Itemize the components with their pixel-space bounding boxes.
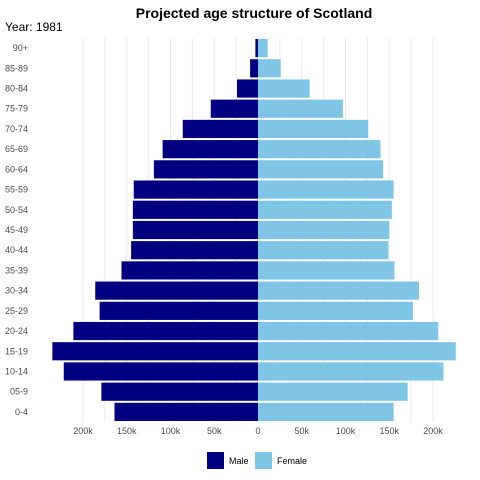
bar-female-65-69 (258, 140, 381, 159)
bar-female-45-49 (258, 220, 390, 240)
bar-female-0-4 (258, 402, 394, 421)
bar-female-85-89 (258, 59, 281, 78)
bar-female-20-24 (258, 321, 439, 341)
x-axis: 200k 150k 100k 50k 0 50k 100k 150k 200k (73, 426, 443, 436)
y-tick-label: 60-64 (5, 164, 28, 174)
bar-female-50-54 (258, 200, 392, 219)
bar-female-25-29 (258, 301, 413, 320)
bar-female-60-64 (258, 160, 384, 179)
bar-male-75-79 (210, 99, 258, 118)
bar-male-35-39 (121, 261, 258, 280)
legend-label-male: Male (229, 456, 249, 466)
y-tick-label: 10-14 (5, 366, 28, 376)
bar-female-80-84 (258, 79, 310, 98)
x-tick-label: 200k (423, 426, 443, 436)
bar-male-15-19 (52, 342, 258, 361)
y-tick-label: 20-24 (5, 326, 28, 336)
y-tick-label: 65-69 (5, 144, 28, 154)
bar-male-60-64 (153, 160, 258, 179)
y-tick-label: 75-79 (5, 104, 28, 114)
bar-female-10-14 (258, 362, 444, 381)
bar-male-30-34 (95, 281, 258, 300)
bar-male-25-29 (99, 301, 258, 320)
legend-swatch-female (255, 452, 272, 469)
legend-swatch-male (207, 452, 224, 469)
bar-female-05-9 (258, 382, 408, 401)
bar-female-35-39 (258, 261, 395, 280)
bar-male-65-69 (162, 140, 258, 159)
bar-female-90+ (258, 39, 268, 58)
bar-female-40-44 (258, 241, 389, 260)
y-tick-label: 30-34 (5, 286, 28, 296)
y-tick-label: 85-89 (5, 63, 28, 73)
chart-subtitle: Year: 1981 (5, 20, 63, 34)
bar-layer (52, 39, 456, 421)
y-tick-label: 45-49 (5, 225, 28, 235)
bar-male-0-4 (114, 402, 258, 421)
bar-female-15-19 (258, 342, 456, 361)
y-tick-label: 40-44 (5, 245, 28, 255)
x-tick-label: 50k (207, 426, 222, 436)
y-tick-label: 90+ (13, 43, 28, 53)
bar-male-20-24 (73, 321, 258, 341)
bar-male-10-14 (63, 362, 258, 381)
y-tick-label: 70-74 (5, 124, 28, 134)
y-axis: 0-4 05-9 10-14 15-19 20-24 25-29 30-34 35-39 40-… (5, 43, 28, 417)
bar-female-75-79 (258, 99, 343, 118)
bar-male-40-44 (131, 241, 258, 260)
y-tick-label: 05-9 (10, 387, 28, 397)
y-tick-label: 80-84 (5, 84, 28, 94)
x-tick-label: 150k (117, 426, 137, 436)
x-tick-label: 100k (161, 426, 181, 436)
bar-male-05-9 (101, 382, 258, 401)
bar-male-45-49 (132, 220, 258, 240)
x-tick-label: 200k (73, 426, 93, 436)
bar-female-55-59 (258, 180, 394, 199)
bar-male-90+ (255, 39, 258, 58)
bar-female-70-74 (258, 119, 369, 139)
bar-male-70-74 (182, 119, 258, 139)
bar-male-85-89 (250, 59, 258, 78)
y-tick-label: 0-4 (15, 407, 28, 417)
x-tick-label: 50k (294, 426, 309, 436)
y-tick-label: 50-54 (5, 205, 28, 215)
x-tick-label: 0 (255, 426, 260, 436)
x-tick-label: 100k (336, 426, 356, 436)
chart-title: Projected age structure of Scotland (136, 5, 373, 21)
y-tick-label: 55-59 (5, 185, 28, 195)
y-tick-label: 15-19 (5, 346, 28, 356)
bar-female-30-34 (258, 281, 419, 300)
x-tick-label: 150k (379, 426, 399, 436)
bar-male-55-59 (133, 180, 258, 199)
bar-male-80-84 (237, 79, 258, 98)
bar-male-50-54 (132, 200, 258, 219)
legend-label-female: Female (277, 456, 307, 466)
legend: Male Female (207, 452, 307, 469)
y-tick-label: 25-29 (5, 306, 28, 316)
y-tick-label: 35-39 (5, 265, 28, 275)
